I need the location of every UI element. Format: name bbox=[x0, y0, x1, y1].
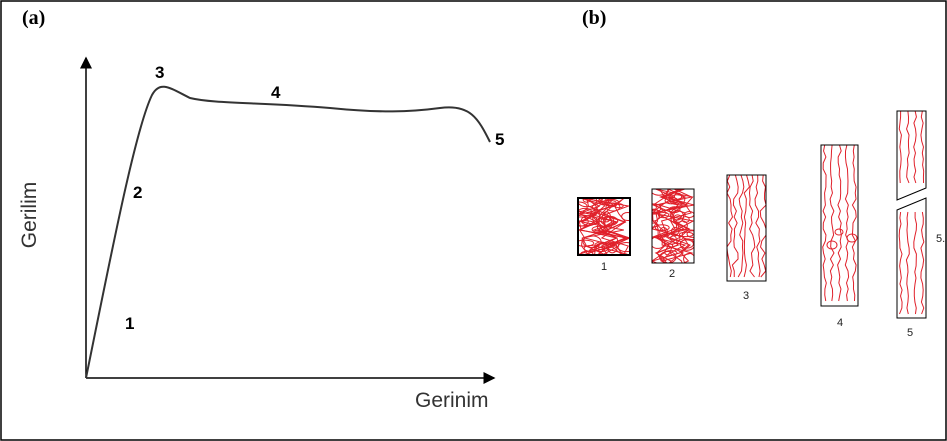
fiber bbox=[827, 241, 837, 249]
fiber bbox=[830, 145, 834, 301]
fiber bbox=[749, 175, 754, 277]
point-label: 2 bbox=[133, 183, 142, 202]
frame bbox=[1, 1, 946, 440]
fiber bbox=[727, 175, 733, 277]
panel-label: (b) bbox=[582, 7, 606, 29]
fiber bbox=[755, 175, 760, 277]
fiber bbox=[738, 175, 744, 277]
fibers bbox=[571, 111, 924, 314]
fiber bbox=[732, 175, 738, 277]
x-axis-label: Gerinim bbox=[415, 389, 489, 412]
fiber bbox=[914, 111, 917, 314]
fiber bbox=[744, 175, 749, 277]
panel-label: (a) bbox=[22, 7, 45, 29]
fiber bbox=[899, 111, 902, 314]
fiber bbox=[760, 175, 766, 277]
fiber bbox=[921, 111, 924, 314]
stress-strain-curve bbox=[86, 87, 490, 378]
specimen-label: 3 bbox=[743, 290, 749, 302]
fiber bbox=[845, 145, 848, 301]
figure: (a) Gerilim Gerinim 1 2 3 4 5 (b) 1 2 3 … bbox=[0, 0, 947, 441]
side-note: 5. bbox=[936, 233, 945, 245]
fiber bbox=[835, 229, 843, 235]
specimen-label: 4 bbox=[837, 317, 843, 329]
point-label: 1 bbox=[125, 314, 134, 333]
specimen-label: 1 bbox=[601, 261, 607, 273]
fiber bbox=[852, 145, 856, 301]
y-axis-label: Gerilim bbox=[18, 182, 41, 249]
specimen-label: 5 bbox=[907, 327, 913, 339]
point-label: 4 bbox=[271, 83, 281, 102]
point-label: 3 bbox=[155, 63, 164, 82]
point-label: 5 bbox=[495, 130, 504, 149]
fiber bbox=[838, 145, 842, 301]
fiber bbox=[823, 145, 827, 301]
specimen-label: 2 bbox=[669, 268, 675, 280]
fiber bbox=[906, 111, 909, 314]
